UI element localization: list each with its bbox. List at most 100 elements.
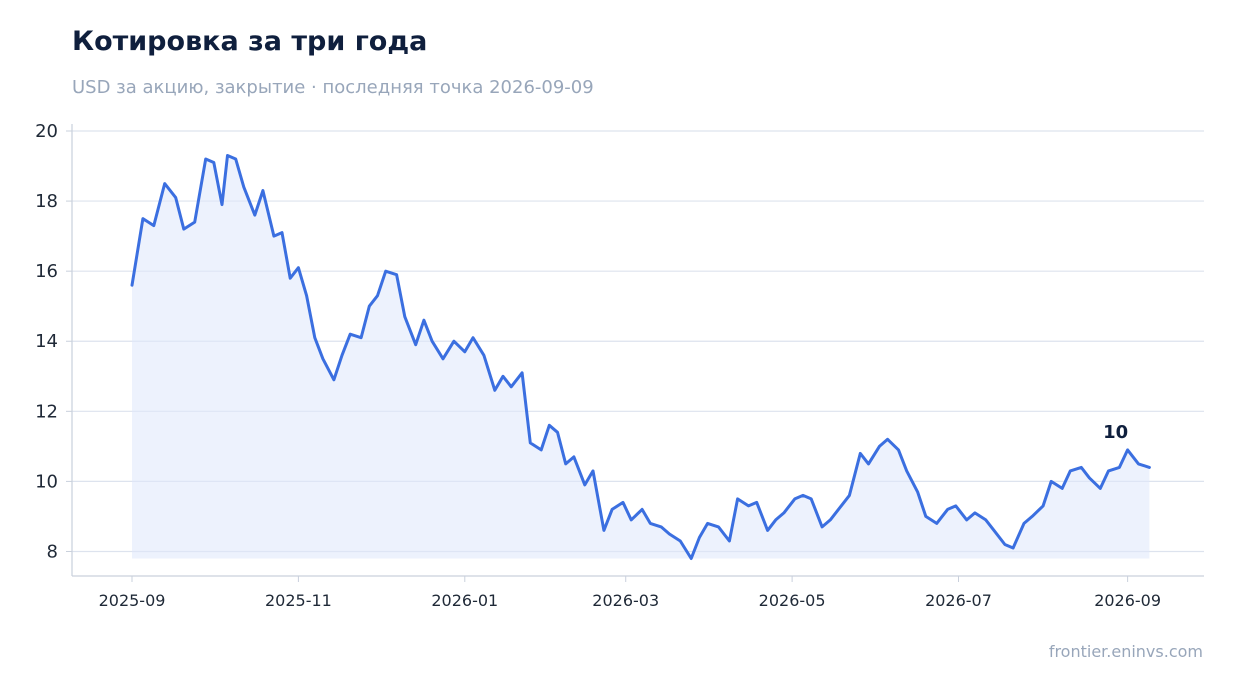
data-point-2026-03-03 [630, 518, 633, 521]
data-point-2025-10-12 [242, 186, 245, 189]
data-point-2025-10-04 [221, 203, 224, 206]
data-point-2026-05-08 [810, 497, 813, 500]
data-point-2026-06-05 [886, 438, 889, 441]
data-point-2026-01-08 [482, 354, 485, 357]
data-point-2026-07-25 [1023, 522, 1026, 525]
data-point-2026-05-26 [859, 452, 862, 455]
data-point-2026-04-28 [782, 511, 785, 514]
data-point-2025-10-29 [289, 277, 292, 280]
data-point-2026-05-19 [840, 504, 843, 507]
last-value-label: 10 [1103, 422, 1128, 443]
data-point-2026-01-12 [493, 389, 496, 392]
data-point-2025-11-07 [313, 336, 316, 339]
data-point-2025-10-26 [281, 231, 284, 234]
y-tick-label-16: 16 [35, 261, 58, 282]
data-point-2025-10-16 [253, 214, 256, 217]
y-tick-labels: 8 10 12 14 16 18 20 [35, 121, 58, 562]
data-point-2026-03-14 [660, 525, 663, 528]
data-point-2025-12-28 [452, 340, 455, 343]
annotations: 10 [1103, 422, 1128, 443]
price-area-layer [132, 155, 1150, 559]
data-point-2026-07-28 [1031, 515, 1034, 518]
data-point-2026-08-15 [1080, 466, 1083, 469]
axes [66, 124, 1204, 582]
data-point-2026-06-16 [916, 490, 919, 493]
data-point-2025-10-01 [212, 161, 215, 164]
data-point-2026-01-01 [463, 350, 466, 353]
data-point-2026-05-05 [802, 494, 805, 497]
data-point-2025-11-14 [332, 378, 335, 381]
data-point-2026-07-04 [965, 518, 968, 521]
data-point-2026-07-14 [993, 529, 996, 532]
y-tick-label-20: 20 [35, 121, 58, 142]
data-point-2026-01-25 [529, 441, 532, 444]
data-point-2025-12-07 [395, 273, 398, 276]
data-point-2026-03-31 [706, 522, 709, 525]
data-point-2026-08-01 [1042, 504, 1045, 507]
data-point-2025-10-19 [261, 189, 264, 192]
x-tick-label-2026-09: 2026-09 [1094, 591, 1161, 610]
data-point-2025-11-20 [349, 333, 352, 336]
data-point-2025-09-20 [182, 228, 185, 231]
data-point-2026-07-21 [1012, 547, 1015, 550]
data-point-2026-08-08 [1061, 487, 1064, 490]
data-point-2026-01-04 [472, 336, 475, 339]
x-tick-label-2025-11: 2025-11 [265, 591, 332, 610]
data-point-2026-08-18 [1088, 476, 1091, 479]
data-point-2026-02-17 [592, 469, 595, 472]
data-point-2026-09-05 [1137, 462, 1140, 465]
data-point-2026-04-18 [755, 501, 758, 504]
data-point-2026-06-23 [935, 522, 938, 525]
data-point-2026-06-12 [905, 469, 908, 472]
data-point-2025-09-13 [163, 182, 166, 185]
data-point-2026-03-21 [679, 540, 682, 543]
data-point-2026-02-24 [611, 508, 614, 511]
data-point-2026-07-11 [984, 518, 987, 521]
data-point-2025-11-04 [305, 294, 308, 297]
data-point-2026-08-22 [1099, 487, 1102, 490]
data-point-2026-04-22 [766, 529, 769, 532]
data-point-2026-01-29 [540, 448, 543, 451]
data-point-2026-03-17 [668, 533, 671, 536]
data-point-2025-11-27 [368, 305, 371, 308]
data-point-2026-06-02 [878, 445, 881, 448]
data-point-2026-07-18 [1003, 543, 1006, 546]
data-point-2026-06-19 [924, 515, 927, 518]
data-point-2025-11-24 [360, 336, 363, 339]
data-point-2026-05-22 [848, 494, 851, 497]
data-point-2025-11-01 [297, 266, 300, 269]
data-point-2026-04-11 [736, 497, 739, 500]
chart-subtitle: USD за акцию, закрытие · последняя точка… [72, 77, 594, 98]
data-point-2025-12-24 [442, 357, 445, 360]
y-tick-label-18: 18 [35, 191, 58, 212]
data-point-2026-03-28 [698, 536, 701, 539]
source-footer: frontier.eninvs.com [1048, 642, 1203, 661]
data-point-2026-05-12 [821, 525, 824, 528]
data-point-2025-09-24 [193, 221, 196, 224]
data-point-2026-02-14 [583, 483, 586, 486]
x-tick-label-2025-09: 2025-09 [99, 591, 166, 610]
data-point-2025-09-09 [152, 224, 155, 227]
data-point-2026-02-01 [548, 424, 551, 427]
data-point-2025-10-09 [234, 158, 237, 161]
data-point-2025-11-10 [321, 357, 324, 360]
data-point-2026-04-04 [717, 525, 720, 528]
data-point-2025-09-05 [141, 217, 144, 220]
data-point-2025-12-03 [384, 270, 387, 273]
y-tick-label-10: 10 [35, 471, 58, 492]
data-point-2026-08-29 [1118, 466, 1121, 469]
data-point-2026-06-09 [897, 448, 900, 451]
x-tick-label-2026-03: 2026-03 [592, 591, 659, 610]
data-point-2026-02-21 [602, 529, 605, 532]
data-point-2025-11-17 [341, 354, 344, 357]
data-point-2026-01-15 [502, 375, 505, 378]
data-point-2026-02-10 [572, 455, 575, 458]
y-tick-label-12: 12 [35, 401, 58, 422]
data-point-2025-12-17 [422, 319, 425, 322]
data-point-2026-02-04 [556, 431, 559, 434]
data-point-2025-12-14 [414, 343, 417, 346]
data-point-2025-10-23 [272, 235, 275, 238]
data-point-2026-09-09 [1148, 466, 1151, 469]
price-area-fill [132, 155, 1150, 559]
